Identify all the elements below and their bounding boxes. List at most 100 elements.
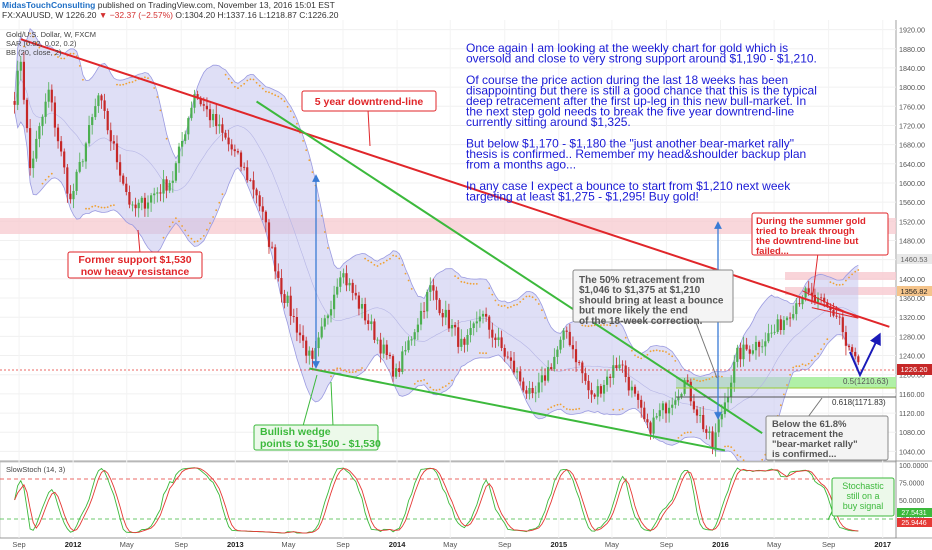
sar-dot [705, 378, 708, 381]
stoch-tick-label: 100.0000 [899, 463, 928, 470]
candle-body [385, 344, 388, 355]
candle-body [590, 390, 593, 395]
price-tick-label: 1920.00 [899, 26, 925, 35]
candle-body [543, 375, 547, 381]
candle-body [382, 344, 385, 354]
sar-dot [438, 388, 441, 391]
sar-dot [655, 349, 658, 352]
candle-body [695, 409, 699, 416]
sar-dot [795, 365, 798, 368]
candle-body [835, 315, 838, 317]
candle-body [630, 386, 633, 391]
bb-legend: BB (20, close, 2) [6, 48, 62, 57]
sar-dot [354, 370, 357, 373]
price-tick-label: 1640.00 [899, 160, 925, 169]
sar-dot [230, 81, 233, 84]
candle-body [227, 137, 230, 145]
candle-body [785, 317, 789, 321]
text-line: is confirmed... [772, 449, 836, 460]
candle-body [25, 99, 29, 129]
sar-dot [569, 408, 571, 411]
sar-dot [280, 97, 283, 100]
candle-body [202, 104, 205, 106]
candle-body [410, 339, 413, 341]
fib-50-label: 0.5(1210.63) [843, 377, 889, 386]
candle-body [550, 367, 553, 370]
sar-dot [652, 349, 655, 352]
sar-dot [351, 371, 354, 373]
text-line: deep retracement after the first up-leg … [466, 94, 806, 108]
sar-dot [451, 379, 453, 382]
sar-dot [159, 109, 162, 112]
candle-body [438, 299, 441, 314]
candle-body [212, 114, 215, 121]
stoch-d-line [14, 467, 859, 534]
price-tick-label: 1400.00 [899, 275, 925, 284]
sar-dot [702, 379, 705, 382]
text-line: Former support $1,530 [78, 254, 191, 266]
retrace618-box [765, 415, 889, 461]
sar-dot [637, 356, 639, 358]
price-tick-label: 1680.00 [899, 141, 925, 150]
text-line: Stochastic [842, 481, 884, 491]
candle-body [789, 317, 792, 319]
candle-body [807, 288, 810, 293]
candle-body [742, 344, 745, 360]
candle-body [463, 338, 466, 345]
time-axis[interactable]: Sep 2012 May Sep 2013 May Sep 2014 May Sep 2015 May… [12, 540, 891, 549]
time-tick-label: Sep [336, 540, 349, 549]
candle-body [792, 314, 795, 319]
candle-body [326, 315, 329, 319]
candle-body [844, 332, 847, 346]
sar-dot [320, 214, 323, 217]
time-tick-label: Sep [175, 540, 188, 549]
price-axis[interactable]: 1920.00 1880.00 1840.00 1800.00 1760.00 1720.… [899, 26, 925, 457]
retrace50-pointer [694, 319, 718, 379]
candle-body [395, 368, 398, 377]
text-line: tried to break through [756, 226, 855, 237]
sar-dot [724, 445, 726, 448]
sar-dot [677, 437, 680, 439]
publisher-name[interactable]: MidasTouchConsulting [2, 0, 96, 10]
candle-body [137, 202, 140, 209]
sar-dot [212, 216, 215, 218]
price-tick-label: 1880.00 [899, 45, 925, 54]
sar-dot [224, 73, 227, 76]
sar-legend: SAR (0.02, 0.02, 0.2) [6, 39, 77, 48]
candle-body [813, 294, 816, 303]
candle-body [596, 386, 599, 397]
sar-dot [382, 261, 385, 264]
sar-dot [286, 105, 289, 108]
price-tick-label: 1600.00 [899, 179, 925, 188]
sar-dot [385, 259, 388, 262]
candle-body [168, 183, 171, 191]
sar-dot [277, 95, 280, 98]
time-tick-label: 2016 [712, 540, 729, 549]
candle-body [252, 180, 255, 190]
sar-dot [348, 371, 351, 373]
time-tick-label: Sep [660, 540, 673, 549]
candle-body [184, 134, 187, 141]
sar-dot [423, 379, 425, 381]
candle-body [131, 204, 134, 206]
sar-dot [376, 265, 379, 267]
sar-dot [308, 159, 311, 162]
sar-dot [671, 355, 674, 358]
sar-dot [683, 432, 686, 434]
candle-body [565, 330, 568, 332]
last-price-tag-text: 1226.20 [900, 365, 927, 374]
sar-dot [841, 283, 844, 286]
sar-dot [817, 352, 819, 355]
sar-dot [162, 236, 165, 239]
candle-body [829, 306, 832, 311]
candle-body [218, 124, 221, 127]
sar-dot [851, 273, 853, 276]
sar-dot [119, 84, 121, 86]
sar-dot [193, 240, 196, 243]
sar-dot [196, 240, 199, 243]
symbol-label[interactable]: FX:XAUUSD, W [2, 10, 64, 20]
candle-body [571, 345, 574, 350]
sar-dot [268, 91, 270, 94]
sar-dot [845, 279, 847, 282]
